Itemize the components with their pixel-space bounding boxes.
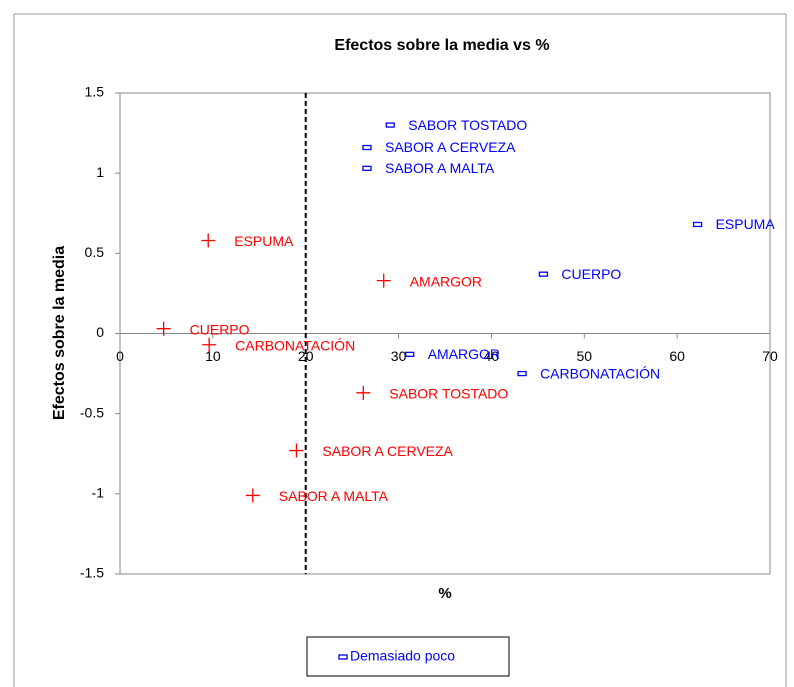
- point-label: CARBONATACIÓN: [235, 337, 355, 353]
- x-tick-label: 60: [669, 348, 685, 364]
- point-label: SABOR A MALTA: [385, 160, 495, 176]
- point: [538, 271, 549, 277]
- point-label: SABOR TOSTADO: [389, 386, 508, 402]
- legend-label: Demasiado poco: [350, 648, 455, 664]
- y-tick-label: 0: [96, 324, 104, 340]
- point-label: SABOR A CERVEZA: [385, 139, 516, 155]
- x-tick-label: 10: [205, 348, 221, 364]
- point: [362, 165, 372, 172]
- x-tick-label: 0: [116, 348, 124, 364]
- y-tick-label: -1: [92, 485, 105, 501]
- y-tick-label: -0.5: [80, 404, 104, 420]
- x-tick-label: 20: [298, 348, 314, 364]
- x-tick-label: 70: [762, 348, 778, 364]
- point: [385, 122, 395, 128]
- y-tick-label: 1.5: [85, 84, 105, 100]
- y-tick-label: 1: [96, 164, 104, 180]
- point: [517, 370, 527, 377]
- point: [376, 273, 391, 288]
- point-label: SABOR TOSTADO: [408, 117, 527, 133]
- point: [245, 488, 260, 503]
- y-tick-label: -1.5: [80, 565, 104, 581]
- point-label: ESPUMA: [716, 216, 776, 232]
- x-tick-label: 30: [391, 348, 407, 364]
- point-label: SABOR A MALTA: [279, 488, 389, 504]
- point: [156, 321, 171, 336]
- legend-marker: [338, 654, 348, 660]
- point: [356, 385, 371, 400]
- point: [362, 144, 372, 151]
- x-tick-label: 50: [576, 348, 592, 364]
- point-label: CARBONATACIÓN: [540, 365, 660, 381]
- point-label: SABOR A CERVEZA: [322, 443, 453, 459]
- point-label: AMARGOR: [410, 273, 482, 289]
- chart-title: Efectos sobre la media vs %: [334, 37, 549, 54]
- point: [201, 233, 216, 248]
- point-label: CUERPO: [190, 321, 250, 337]
- point: [289, 443, 304, 458]
- point-label: AMARGOR: [428, 346, 500, 362]
- point-label: CUERPO: [561, 266, 621, 282]
- x-axis-label: %: [438, 585, 451, 602]
- x-tick-label: 40: [484, 348, 500, 364]
- point-label: ESPUMA: [234, 233, 294, 249]
- y-tick-label: 0.5: [85, 244, 105, 260]
- point: [202, 337, 217, 352]
- point: [692, 221, 703, 228]
- y-axis-label: Efectos sobre la media: [51, 246, 68, 420]
- point: [405, 351, 415, 357]
